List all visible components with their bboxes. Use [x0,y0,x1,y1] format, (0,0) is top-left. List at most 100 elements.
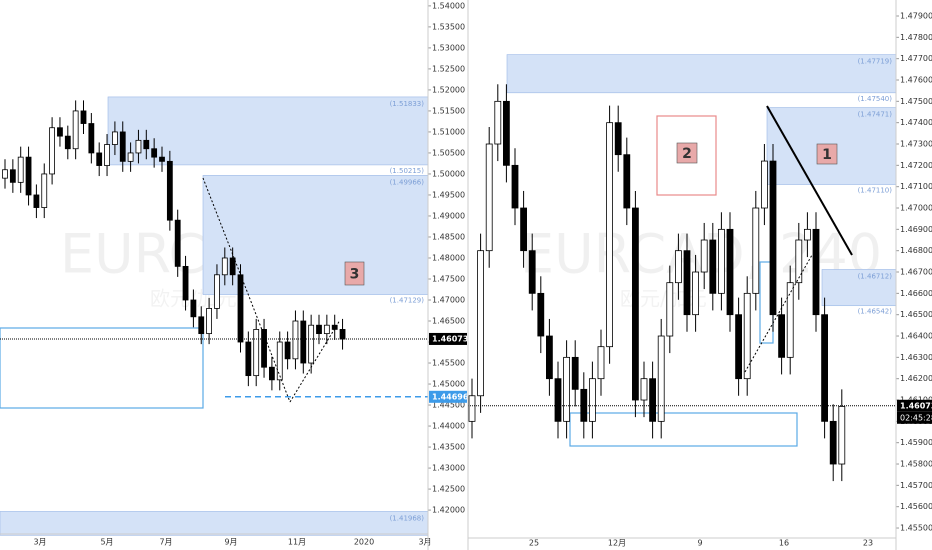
candle-body [726,228,734,316]
y-tick-label: 1.45500 [900,524,932,533]
candle-body [33,194,40,208]
candle-body [761,160,768,209]
candle-body [104,144,110,166]
candle-body [597,346,605,380]
y-tick-label: 1.53500 [432,22,465,31]
y-tick-label: 1.45800 [900,460,932,469]
annotation-box [0,327,204,409]
zone-label: (1.47471) [858,111,893,119]
candle-body [589,378,596,422]
y-tick-label: 1.45500 [432,359,465,368]
trend-line [289,319,341,403]
y-tick-label: 1.46900 [900,225,932,234]
candle-body [649,378,656,422]
zone-label: (1.47719) [858,58,893,66]
x-tick-label: 12月 [608,539,626,548]
candle-body [339,329,346,340]
candle-body [64,135,71,150]
y-tick-label: 1.46600 [900,289,932,298]
candle-body [323,324,330,335]
candle-body [284,341,291,360]
y-tick-label: 1.49500 [432,190,465,199]
zone-label: (1.49966) [390,178,425,186]
candle-body [718,228,725,294]
candle-body [752,207,760,294]
candle-body [494,100,502,145]
candle-body [778,314,785,358]
candle-body [229,257,236,276]
y-tick-label: 1.47900 [900,12,932,21]
y-tick-label: 1.46500 [900,310,932,319]
zone-label: (1.46542) [858,308,893,316]
candle-body [795,239,803,284]
candle-body [96,152,103,166]
last-price-label: 1.46073 [900,401,932,410]
y-tick-label: 1.49000 [432,211,465,220]
candle-body [41,173,48,208]
candle-body [57,127,63,137]
candle-body [468,395,476,422]
zone-label: (1.47110) [858,187,893,195]
supply-zone [506,54,897,94]
candle-body [316,324,322,335]
countdown-label: 02:45:28 [900,413,932,422]
y-tick-label: 1.47500 [900,97,932,106]
candle-body [80,110,87,124]
box-label: 1 [822,147,832,163]
candle-body [666,282,674,337]
candle-body [571,356,579,390]
y-tick-label: 1.50500 [432,148,465,157]
candle-body [657,335,665,422]
box-badge [676,142,698,164]
candle-body [640,378,648,401]
zone-label: (1.46712) [858,272,893,280]
x-tick-label: 11月 [288,538,306,547]
annotation-box [656,115,717,196]
y-tick-label: 1.53000 [432,43,465,52]
y-tick-label: 1.46300 [900,353,932,362]
candle-body [812,228,820,316]
candle-body [119,131,126,162]
y-tick-label: 1.48500 [432,232,465,241]
supply-zone [821,269,897,307]
candle-body [528,250,536,294]
x-tick-label: 9 [697,539,702,548]
y-tick-label: 1.47800 [900,33,932,42]
zone-label: (1.51833) [390,100,425,108]
candle-body [166,160,173,221]
x-tick-label: 3月 [418,538,431,547]
candle-body [17,156,24,183]
candle-body [675,250,682,284]
candle-body [700,239,708,273]
candle-body [563,356,570,422]
candle-body [580,388,588,422]
candle-body [692,271,699,316]
x-tick-label: 25 [529,539,539,548]
candle-body [9,169,16,183]
y-tick-label: 1.43000 [432,464,465,473]
y-tick-label: 1.54000 [432,1,465,10]
y-tick-label: 1.46700 [900,268,932,277]
candle-body [502,100,510,166]
y-tick-label: 1.47000 [900,204,932,213]
candle-body [546,335,553,380]
y-tick-label: 1.43500 [432,443,465,452]
candle-body [198,316,205,335]
candle-body [804,228,811,241]
candle-body [683,250,691,316]
candle-body [769,160,777,316]
y-tick-label: 1.50000 [432,169,465,178]
y-tick-label: 1.45600 [900,502,932,511]
alert-label: 1.44696 [432,392,469,401]
candle-body [292,320,299,360]
last-price-tag [429,332,467,345]
y-tick-label: 1.46200 [900,374,932,383]
y-tick-label: 1.45000 [432,380,465,389]
candle-body [214,274,220,309]
box-label: 3 [350,267,360,283]
y-tick-label: 1.47000 [432,296,465,305]
y-tick-label: 1.48000 [432,253,465,262]
y-tick-label: 1.45700 [900,481,932,490]
y-tick-label: 1.47100 [900,182,932,191]
